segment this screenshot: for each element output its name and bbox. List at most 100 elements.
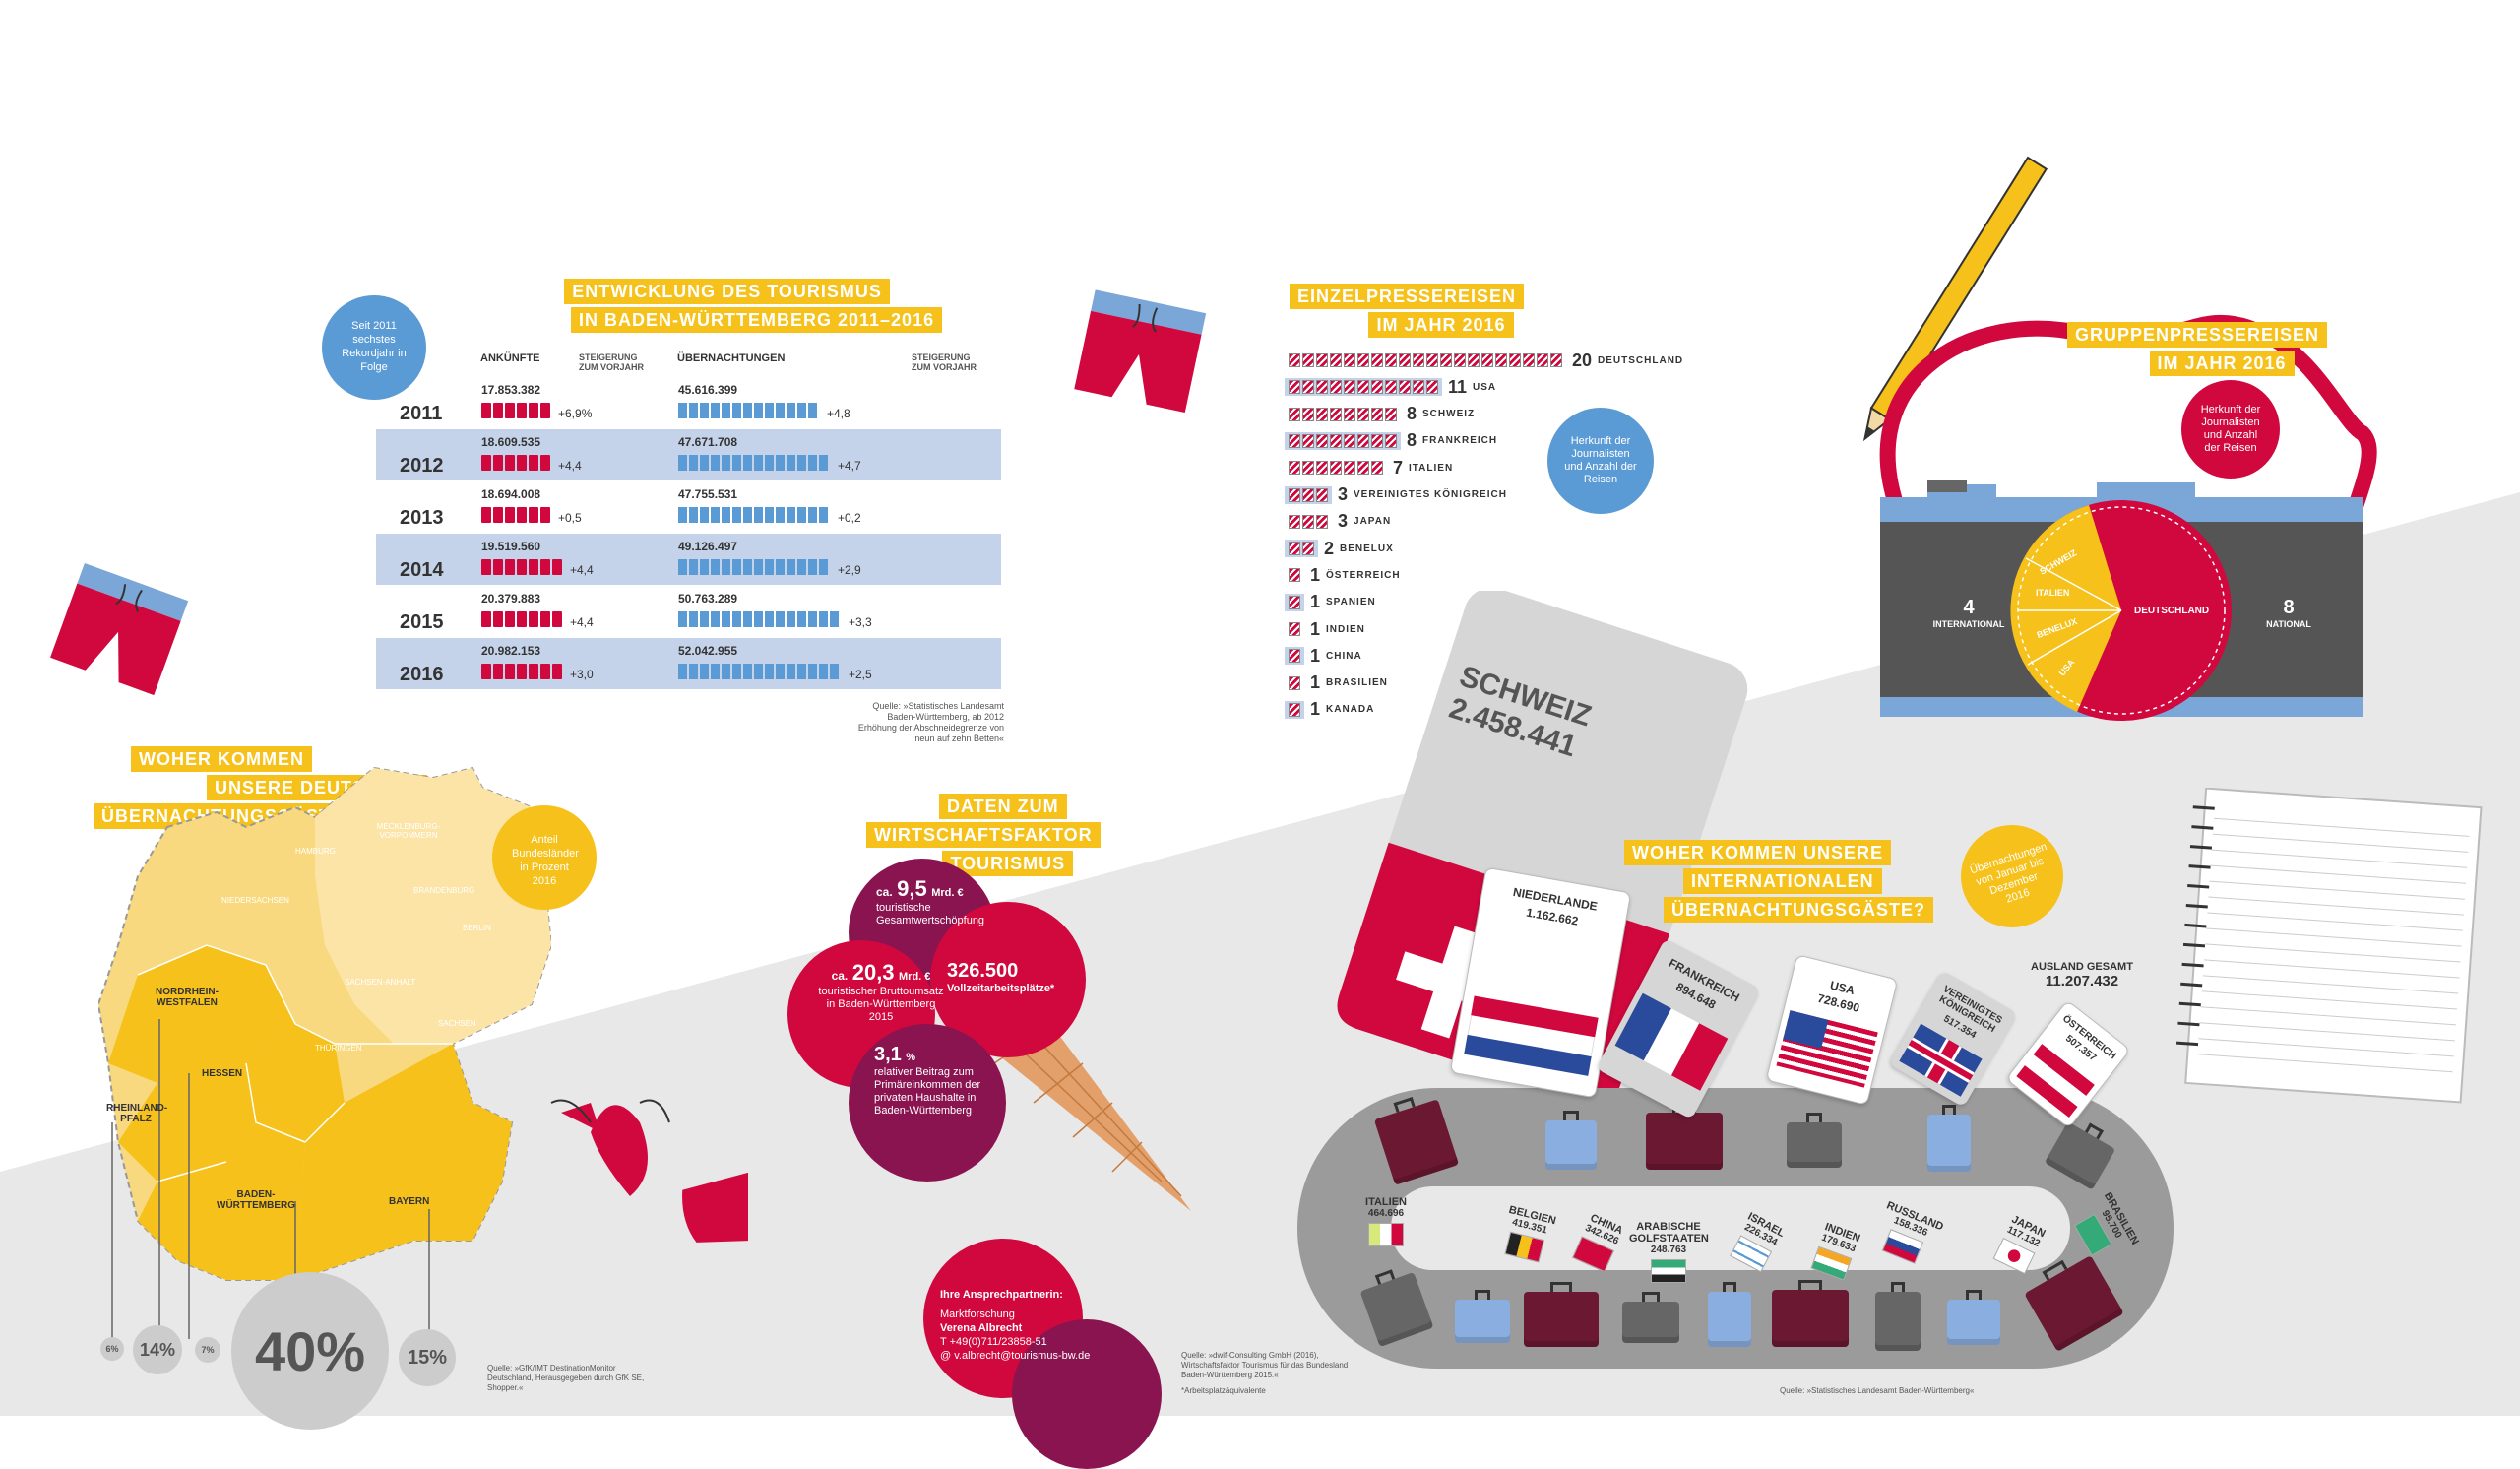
economy-title-line1: DATEN ZUM xyxy=(939,794,1067,819)
flag-icon xyxy=(1357,353,1369,367)
flag-icon xyxy=(1289,353,1300,367)
c2-value: 20,3 xyxy=(851,960,895,985)
press-flags xyxy=(1285,540,1318,558)
nights-value: 47.671.708 xyxy=(678,435,738,449)
press-country: SCHWEIZ xyxy=(1422,409,1476,420)
press-title: EINZELPRESSEREISEN IM JAHR 2016 xyxy=(1290,284,1525,341)
flag-icon xyxy=(1330,380,1342,395)
contact-name: Verena Albrecht xyxy=(940,1322,1023,1334)
state-berlin: BERLIN xyxy=(463,924,491,932)
flag-icon xyxy=(1302,353,1314,367)
press-flags xyxy=(1285,513,1332,531)
economy-footnote: *Arbeitsplatzäquivalente xyxy=(1181,1386,1266,1395)
c1-unit: Mrd. € xyxy=(931,887,964,899)
state-bw: BADEN-WÜRTTEMBERG xyxy=(217,1189,295,1211)
flag-icon xyxy=(1302,542,1314,556)
press-country: BRASILIEN xyxy=(1326,677,1388,689)
press-row: 11 USA xyxy=(1285,376,1496,398)
state-niedersachsen: NIEDERSACHSEN xyxy=(221,896,289,905)
bikini-illustration xyxy=(550,1099,748,1243)
group-origin-badge: Herkunft der Journalisten und Anzahl der… xyxy=(2181,380,2280,479)
flag-icon xyxy=(1357,407,1369,421)
econ-circle-4 xyxy=(849,1024,1006,1182)
suitcase-icon xyxy=(1787,1113,1842,1168)
flag-icon xyxy=(1371,353,1383,367)
state-rlp: RHEINLAND-PFALZ xyxy=(106,1103,168,1124)
flag-icon xyxy=(1426,353,1438,367)
flag-icon xyxy=(1316,380,1328,395)
press-country: USA xyxy=(1473,381,1497,393)
press-row: 3 JAPAN xyxy=(1285,511,1391,533)
flag-icon xyxy=(1316,407,1328,421)
contact-mail[interactable]: @ v.albrecht@tourismus-bw.de xyxy=(940,1350,1091,1362)
flag-icon xyxy=(1357,461,1369,476)
state-nrw: NORDRHEIN-WESTFALEN xyxy=(156,987,219,1008)
intl-label: INTERNATIONAL xyxy=(1932,619,2005,629)
country-tag: ITALIEN 464.696 xyxy=(1347,1196,1425,1246)
flag-icon xyxy=(1289,649,1300,664)
flag-icon xyxy=(1330,353,1342,367)
year-label: 2011 xyxy=(400,403,443,424)
nights-bar xyxy=(678,455,828,471)
nights-bar xyxy=(678,403,817,418)
press-row: 1 ÖSTERREICH xyxy=(1285,564,1401,586)
press-row: 1 CHINA xyxy=(1285,645,1362,667)
press-title-line1: EINZELPRESSEREISEN xyxy=(1290,284,1525,309)
c2-unit: Mrd. € xyxy=(899,971,931,983)
flag-us-icon xyxy=(1776,1010,1878,1088)
economy-source: Quelle: »dwif-Consulting GmbH (2016), Wi… xyxy=(1181,1351,1349,1379)
press-flags xyxy=(1285,485,1332,504)
arrivals-bar xyxy=(481,455,550,471)
record-badge-text: Seit 2011 sechstes Rekordjahr in Folge xyxy=(342,320,407,373)
tourism-row-2016: 2016 20.982.153 +3,0 52.042.955 +2,5 xyxy=(376,638,1001,689)
suitcase-icon xyxy=(1772,1280,1849,1347)
flag-icon xyxy=(1289,514,1300,529)
germany-title-line1: WOHER KOMMEN xyxy=(131,746,312,772)
press-flags xyxy=(1285,620,1304,638)
flag-icon xyxy=(1495,353,1507,367)
flag-icon xyxy=(1454,353,1466,367)
flag-icon xyxy=(1289,461,1300,476)
press-origin-text: Herkunft der Journalisten und Anzahl der… xyxy=(1564,435,1637,485)
press-country: ÖSTERREICH xyxy=(1326,569,1401,581)
press-row: 1 KANADA xyxy=(1285,699,1374,721)
year-label: 2012 xyxy=(400,455,444,477)
flag-icon xyxy=(1316,353,1328,367)
year-label: 2014 xyxy=(400,559,444,581)
flag-icon xyxy=(1289,542,1300,556)
tourism-source: Quelle: »Statistisches Landesamt Baden-W… xyxy=(857,701,1004,743)
press-flags xyxy=(1285,378,1442,397)
flag-icon xyxy=(1371,433,1383,448)
press-count: 2 xyxy=(1324,538,1335,558)
flag-icon xyxy=(1344,380,1355,395)
nights-increase: +4,8 xyxy=(827,407,850,420)
flag-icon xyxy=(1289,702,1300,717)
nights-value: 52.042.955 xyxy=(678,644,738,658)
press-row: 1 BRASILIEN xyxy=(1285,672,1388,694)
tourism-title: ENTWICKLUNG DES TOURISMUS IN BADEN-WÜRTT… xyxy=(512,279,943,336)
state-thueringen: THÜRINGEN xyxy=(315,1044,362,1053)
press-count: 1 xyxy=(1310,564,1321,585)
nights-bar xyxy=(678,664,839,679)
flag-icon xyxy=(1371,407,1383,421)
c4-value: 3,1 xyxy=(874,1044,902,1065)
press-count: 20 xyxy=(1572,350,1593,370)
arrivals-value: 18.694.008 xyxy=(481,487,541,501)
c1-desc: touristische Gesamtwertschöpfung xyxy=(876,902,985,926)
nights-increase: +2,9 xyxy=(838,563,861,577)
suitcase-icon xyxy=(1455,1290,1510,1343)
flag-icon xyxy=(1523,353,1535,367)
flag-icon xyxy=(1537,353,1548,367)
nights-value: 50.763.289 xyxy=(678,592,738,606)
flag-icon xyxy=(1357,380,1369,395)
c2-desc: touristischer Bruttoumsatz in Baden-Würt… xyxy=(818,986,944,1023)
econ-c1-text: ca. 9,5 Mrd. € touristische Gesamtwertsc… xyxy=(876,876,1004,927)
press-count: 3 xyxy=(1338,511,1349,532)
international-title-line3: ÜBERNACHTUNGSGÄSTE? xyxy=(1664,897,1934,923)
country-tag-name: ARABISCHE GOLFSTAATEN xyxy=(1629,1221,1709,1245)
group-international: 4 INTERNATIONAL xyxy=(1929,597,2008,629)
flag-icon xyxy=(1302,514,1314,529)
press-country: FRANKREICH xyxy=(1422,435,1498,447)
contact-block: Ihre Ansprechpartnerin: Marktforschung V… xyxy=(940,1288,1107,1363)
press-flags xyxy=(1285,566,1304,584)
